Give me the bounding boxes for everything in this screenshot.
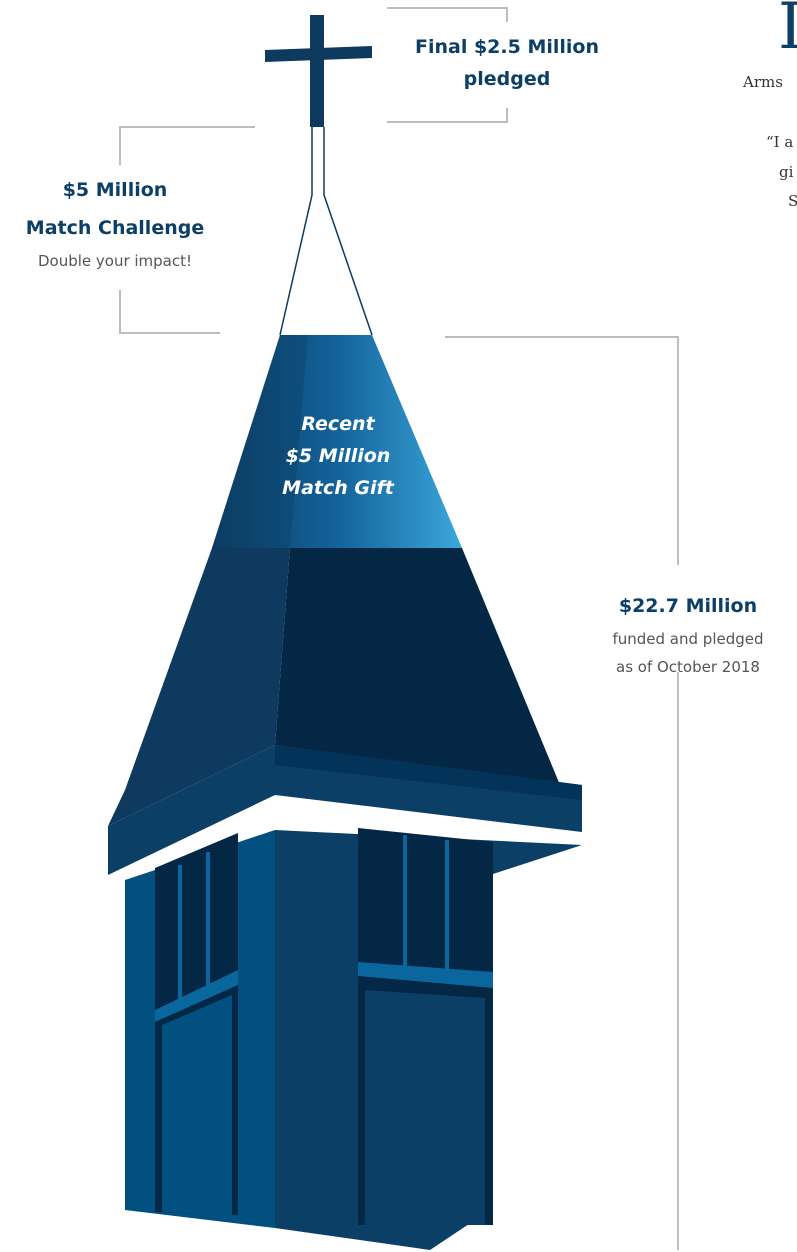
match-amount: $5 Million xyxy=(63,179,168,201)
match-title: Match Challenge xyxy=(26,217,204,239)
funded-note: funded and pledged xyxy=(612,630,763,648)
steeple xyxy=(108,15,582,1250)
side-text: Arms xyxy=(742,73,783,91)
gift-label: Match Gift xyxy=(282,477,395,499)
match-note: Double your impact! xyxy=(38,252,192,270)
side-text: “I a xyxy=(766,133,793,151)
gift-label: Recent xyxy=(301,413,375,435)
final-pledge: pledged xyxy=(464,68,551,90)
guide-lines xyxy=(119,7,679,1250)
funded-note: as of October 2018 xyxy=(616,658,760,676)
drop-initial: I xyxy=(778,0,797,64)
final-pledge: Final $2.5 Million xyxy=(415,36,599,58)
funded-amount: $22.7 Million xyxy=(619,595,757,617)
side-text: gi xyxy=(779,163,794,181)
side-text: S xyxy=(788,192,797,210)
gift-label: $5 Million xyxy=(286,445,391,467)
